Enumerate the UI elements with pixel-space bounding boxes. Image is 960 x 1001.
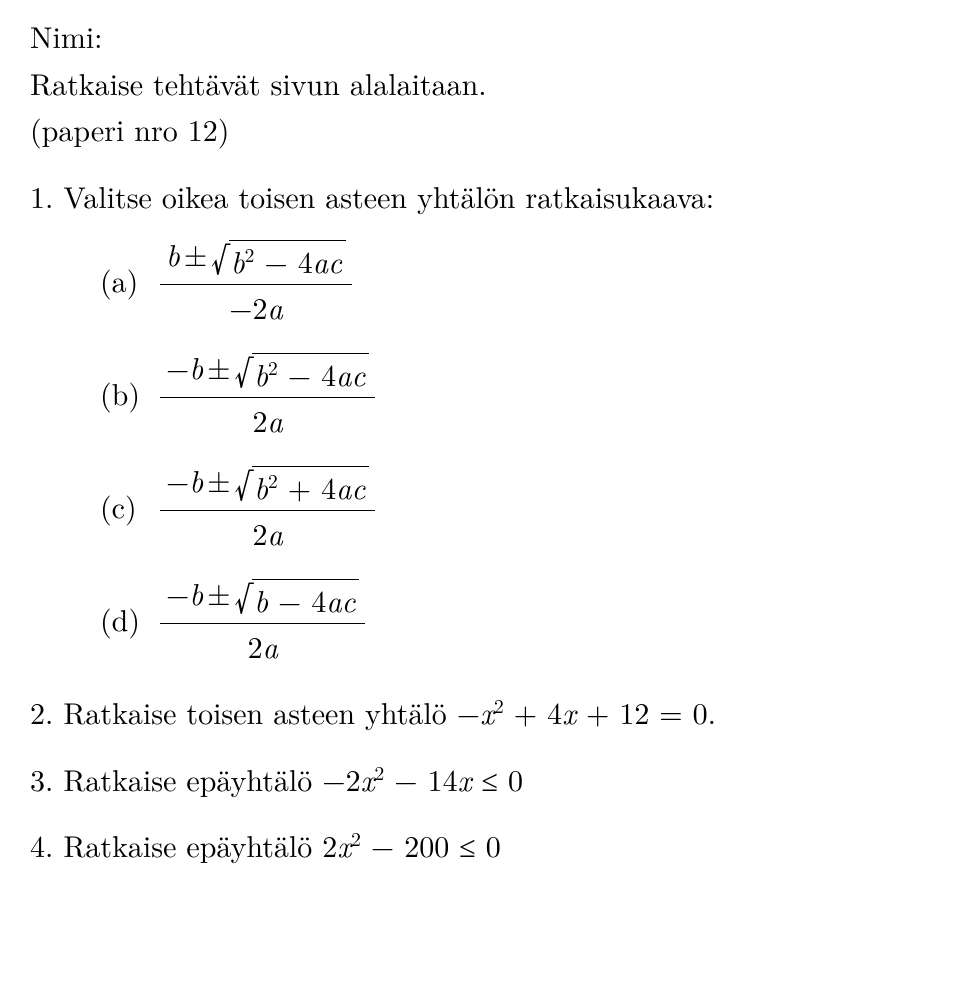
option-d-fraction: −b±√b − 4ac 2a	[160, 573, 365, 666]
question-1-number: 1.	[30, 174, 53, 217]
question-2: 2. Ratkaise toisen asteen yhtälö −x2 + 4…	[30, 692, 930, 733]
question-4-expr: 2x2 − 200 ≤ 0	[322, 823, 500, 866]
sqrt-icon: √b2 − 4ac	[211, 236, 346, 282]
question-2-expr: −x2 + 4x + 12 = 0	[457, 690, 708, 733]
question-4-text: Ratkaise epäyhtälö	[63, 823, 322, 866]
question-2-text: Ratkaise toisen asteen yhtälö	[63, 690, 456, 733]
worksheet-page: Nimi: Ratkaise tehtävät sivun alalaitaan…	[0, 0, 960, 896]
option-b-label: (b)	[100, 373, 160, 414]
option-d-label: (d)	[100, 599, 160, 640]
question-1: 1. Valitse oikea toisen asteen yhtälön r…	[30, 176, 930, 217]
question-1-text: Valitse oikea toisen asteen yhtälön ratk…	[63, 174, 714, 217]
option-c-fraction: −b±√b2 + 4ac 2a	[160, 460, 375, 553]
sqrt-icon: √b − 4ac	[235, 575, 360, 621]
name-label: Nimi:	[30, 16, 930, 57]
instruction-text: Ratkaise tehtävät sivun alalaitaan.	[30, 63, 930, 104]
question-3: 3. Ratkaise epäyhtälö −2x2 − 14x ≤ 0	[30, 759, 930, 800]
option-c: (c) −b±√b2 + 4ac 2a	[100, 460, 930, 553]
option-b: (b) −b±√b2 − 4ac 2a	[100, 347, 930, 440]
option-c-label: (c)	[100, 486, 160, 527]
question-2-number: 2.	[30, 690, 53, 733]
question-3-text: Ratkaise epäyhtälö	[63, 757, 322, 800]
question-4-number: 4.	[30, 823, 53, 866]
option-a-fraction: b±√b2 − 4ac −2a	[160, 234, 352, 327]
option-b-fraction: −b±√b2 − 4ac 2a	[160, 347, 375, 440]
question-1-options: (a) b±√b2 − 4ac −2a (b) −b±√b2 − 4ac 2a …	[100, 234, 930, 666]
question-4: 4. Ratkaise epäyhtälö 2x2 − 200 ≤ 0	[30, 825, 930, 866]
sqrt-icon: √b2 − 4ac	[235, 349, 370, 395]
sqrt-icon: √b2 + 4ac	[235, 462, 370, 508]
option-d: (d) −b±√b − 4ac 2a	[100, 573, 930, 666]
option-a-label: (a)	[100, 260, 160, 301]
paper-number-note: (paperi nro 12)	[30, 109, 930, 150]
question-3-number: 3.	[30, 757, 53, 800]
option-a: (a) b±√b2 − 4ac −2a	[100, 234, 930, 327]
question-3-expr: −2x2 − 14x ≤ 0	[322, 757, 523, 800]
